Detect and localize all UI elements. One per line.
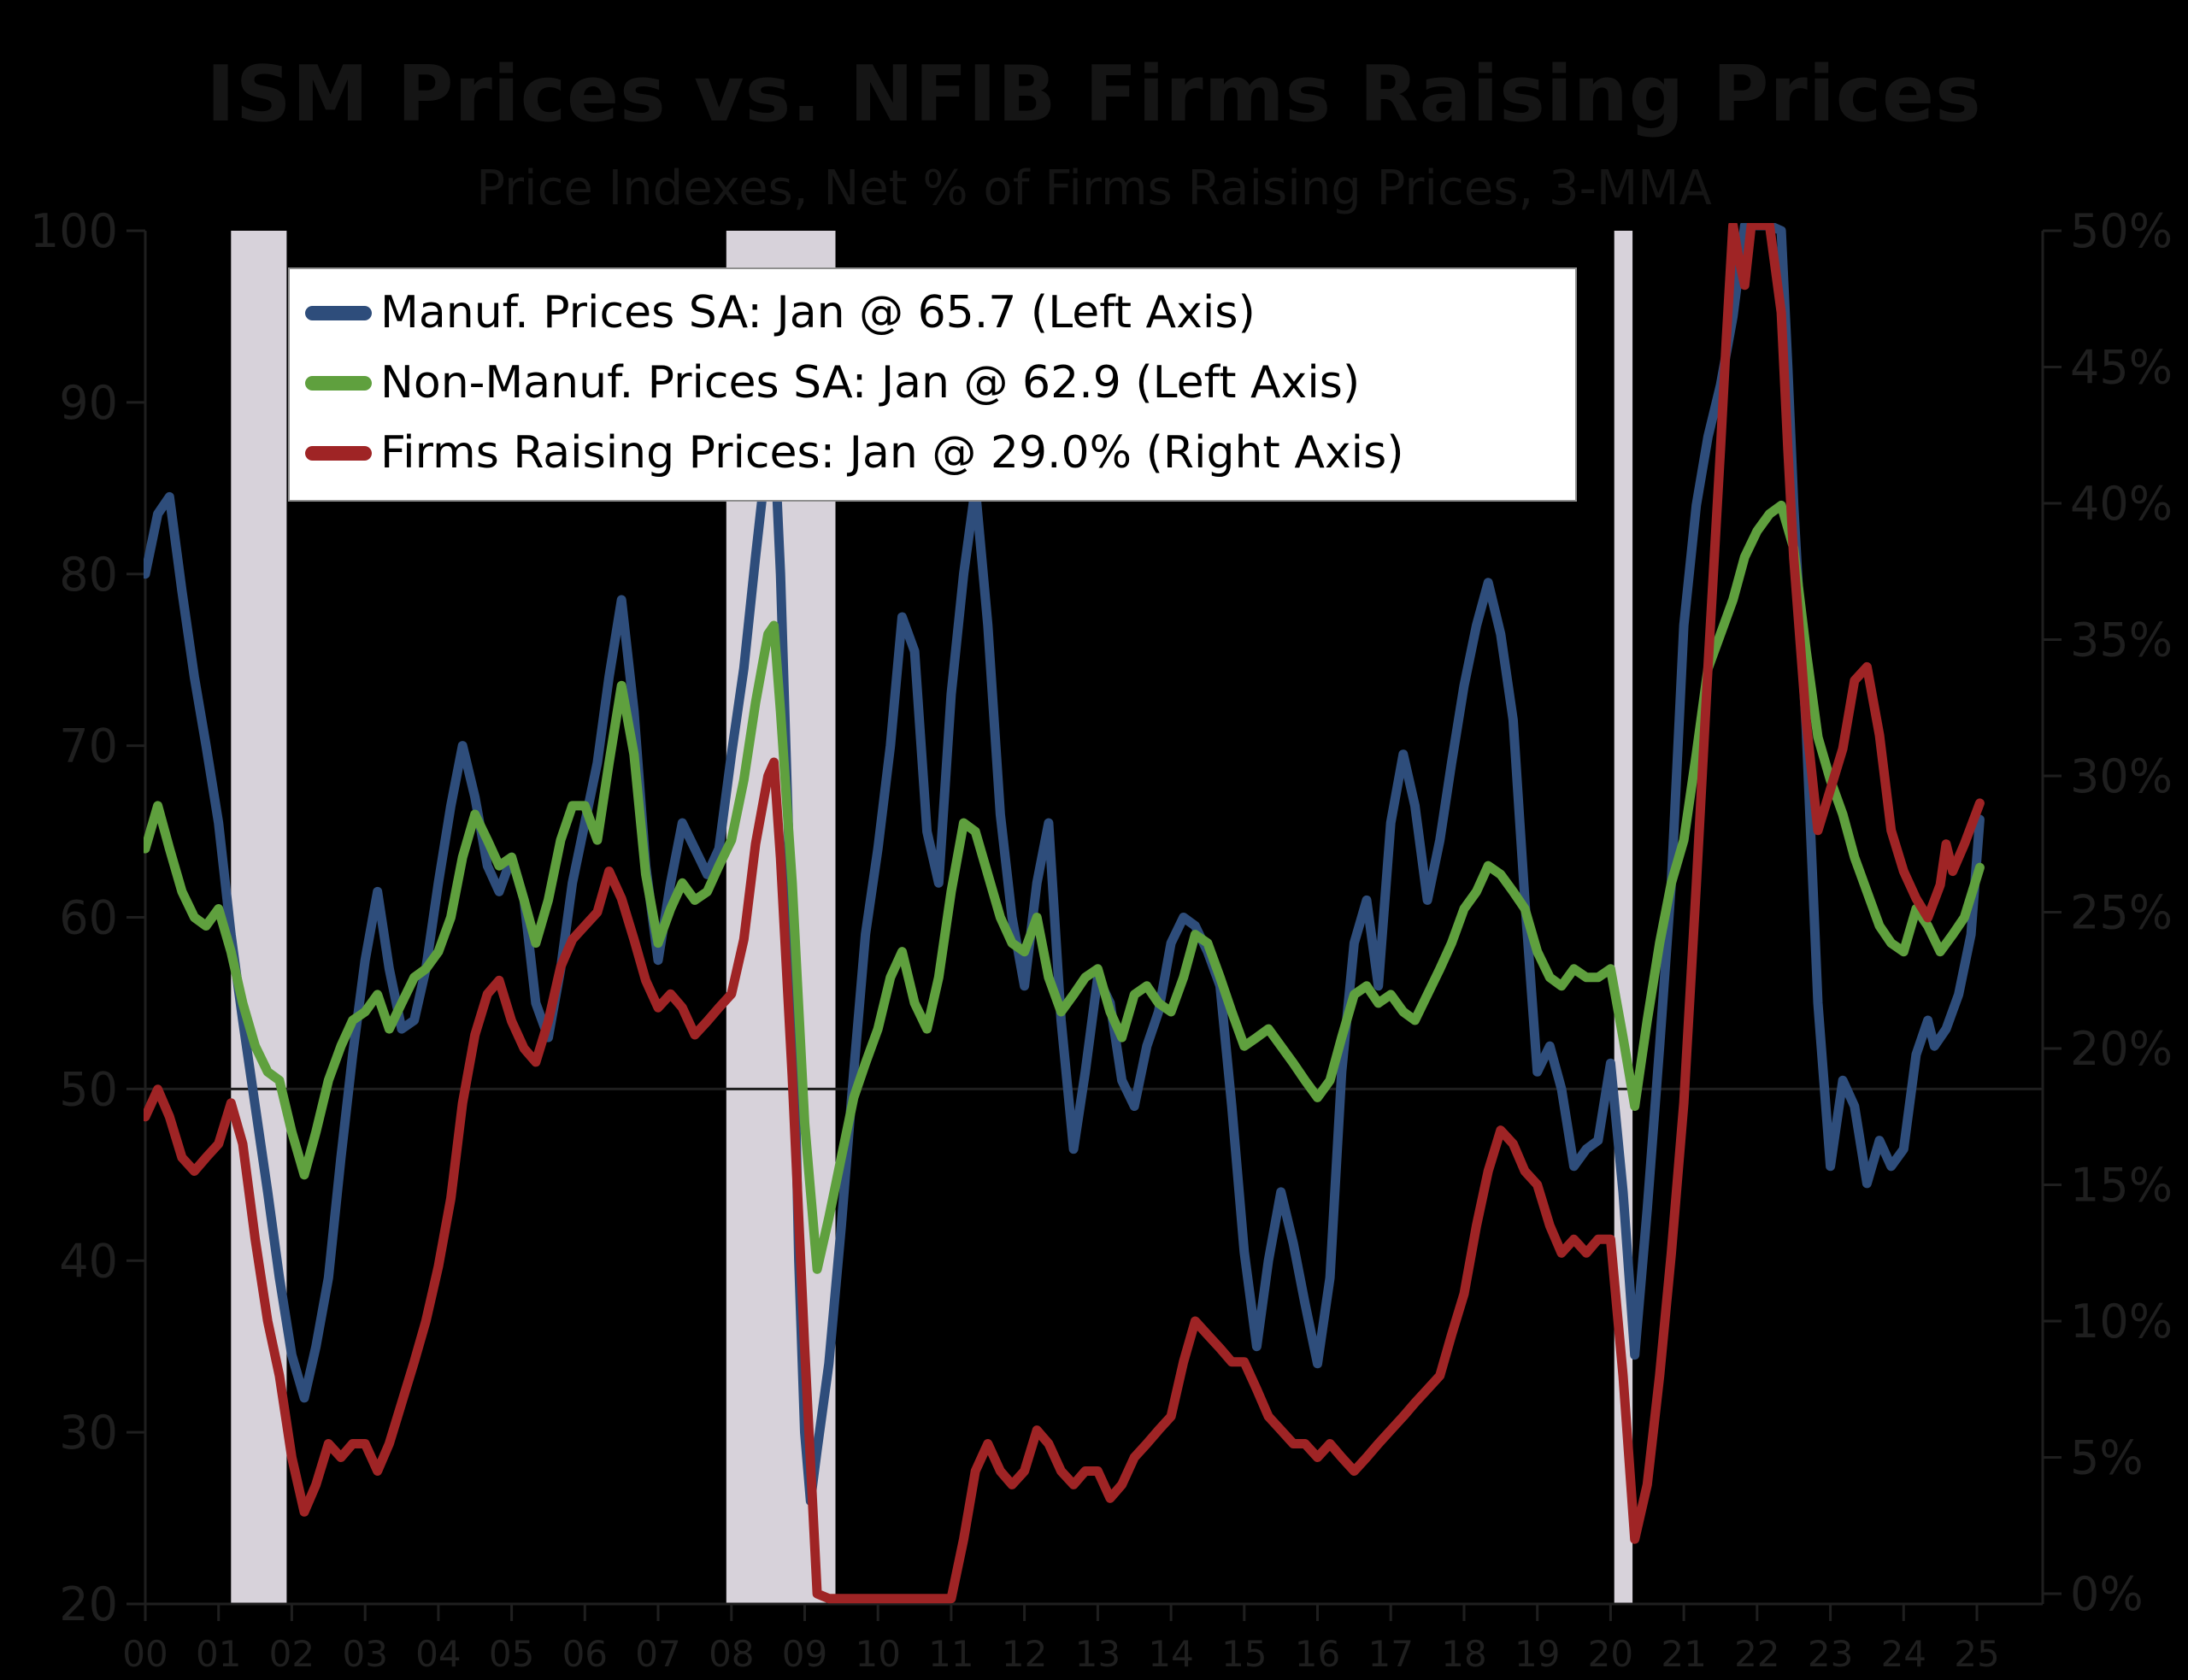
- legend-item-firms-raising: Firms Raising Prices: Jan @ 29.0% (Right…: [305, 418, 1567, 488]
- x-axis-tick-label: 24: [1881, 1633, 1926, 1675]
- legend-item-nonmanuf: Non-Manuf. Prices SA: Jan @ 62.9 (Left A…: [305, 348, 1567, 418]
- series-line-manuf-prices-sa: [144, 223, 1985, 1506]
- right-axis-tick-label: 10%: [2070, 1295, 2173, 1348]
- right-axis-tick-label: 50%: [2070, 204, 2173, 258]
- x-axis-tick-label: 25: [1954, 1633, 1999, 1675]
- x-axis-tick-label: 14: [1148, 1633, 1193, 1675]
- x-axis-tick-label: 18: [1441, 1633, 1486, 1675]
- x-axis-tick-label: 12: [1002, 1633, 1047, 1675]
- x-axis-tick-label: 13: [1075, 1633, 1120, 1675]
- left-axis-tick-label: 80: [59, 548, 118, 602]
- x-axis-tick-label: 00: [122, 1633, 168, 1675]
- left-axis-tick-label: 90: [59, 376, 118, 430]
- x-axis-tick-label: 07: [635, 1633, 680, 1675]
- legend-label-firms-raising: Firms Raising Prices: Jan @ 29.0% (Right…: [380, 427, 1404, 479]
- left-axis-tick-label: 50: [59, 1062, 118, 1116]
- chart-title: ISM Prices vs. NFIB Firms Raising Prices: [206, 50, 1982, 139]
- left-axis-tick-label: 70: [59, 720, 118, 773]
- x-axis-tick-label: 09: [782, 1633, 827, 1675]
- x-axis-tick-label: 21: [1661, 1633, 1706, 1675]
- x-axis-tick-label: 03: [342, 1633, 387, 1675]
- left-axis-tick-label: 100: [30, 204, 118, 258]
- x-axis-tick-label: 11: [928, 1633, 973, 1675]
- left-axis-tick-label: 60: [59, 891, 118, 945]
- x-axis-tick-label: 05: [489, 1633, 534, 1675]
- x-axis-tick-label: 23: [1808, 1633, 1853, 1675]
- legend: Manuf. Prices SA: Jan @ 65.7 (Left Axis)…: [288, 267, 1577, 502]
- right-axis-tick-label: 45%: [2070, 341, 2173, 395]
- x-axis-tick-label: 08: [709, 1633, 754, 1675]
- right-axis-tick-label: 20%: [2070, 1022, 2173, 1076]
- x-axis-tick-label: 02: [269, 1633, 315, 1675]
- x-axis-tick-label: 16: [1295, 1633, 1340, 1675]
- legend-label-nonmanuf: Non-Manuf. Prices SA: Jan @ 62.9 (Left A…: [380, 357, 1361, 408]
- left-axis-tick-label: 40: [59, 1234, 118, 1288]
- x-axis-tick-label: 01: [196, 1633, 241, 1675]
- firms-raising-series-swatch-icon: [305, 445, 372, 461]
- axis-labels: 100 90 80 70 60 50 40 30 20 50% 45% 40% 35% 30% 25% 20%…: [30, 204, 2173, 1675]
- right-axis-tick-label: 25%: [2070, 886, 2173, 940]
- x-axis-tick-label: 15: [1221, 1633, 1267, 1675]
- right-axis-tick-label: 0%: [2070, 1567, 2144, 1621]
- chart-subtitle: Price Indexes, Net % of Firms Raising Pr…: [476, 161, 1712, 216]
- left-axis-tick-label: 30: [59, 1406, 118, 1460]
- right-axis-tick-label: 35%: [2070, 614, 2173, 667]
- nonmanuf-series-swatch-icon: [305, 375, 372, 391]
- x-axis-tick-label: 17: [1368, 1633, 1413, 1675]
- left-axis-tick-label: 20: [59, 1577, 118, 1631]
- manuf-series-swatch-icon: [305, 305, 372, 320]
- x-axis-tick-label: 06: [562, 1633, 608, 1675]
- right-axis-tick-label: 15%: [2070, 1159, 2173, 1213]
- right-axis-tick-label: 40%: [2070, 477, 2173, 531]
- legend-item-manuf: Manuf. Prices SA: Jan @ 65.7 (Left Axis): [305, 278, 1567, 348]
- right-axis-tick-label: 30%: [2070, 749, 2173, 803]
- series-line-firms-raising-prices: [144, 223, 1985, 1604]
- legend-label-manuf: Manuf. Prices SA: Jan @ 65.7 (Left Axis): [380, 287, 1256, 338]
- x-axis-tick-label: 20: [1588, 1633, 1633, 1675]
- x-axis-tick-label: 22: [1734, 1633, 1779, 1675]
- right-axis-tick-label: 5%: [2070, 1431, 2144, 1485]
- x-axis-tick-label: 04: [415, 1633, 461, 1675]
- series-line-non-manuf-prices-sa: [144, 500, 1985, 1274]
- x-axis-tick-label: 19: [1515, 1633, 1560, 1675]
- x-axis-tick-label: 10: [855, 1633, 900, 1675]
